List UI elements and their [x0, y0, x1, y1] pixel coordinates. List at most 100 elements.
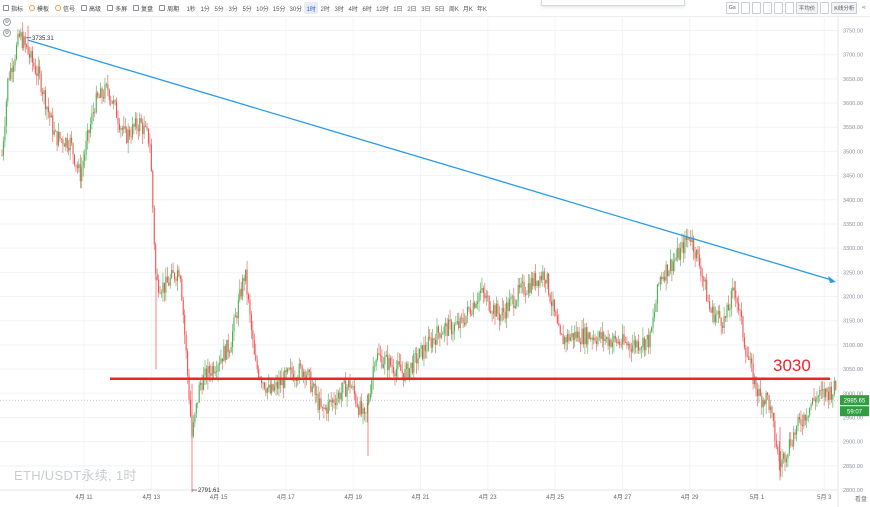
candle	[56, 130, 58, 151]
last-price-tag-bg	[840, 395, 869, 406]
candle	[623, 325, 625, 346]
interval-option[interactable]: 15分	[272, 6, 286, 13]
gear-icon[interactable]: ⚙	[3, 29, 11, 37]
interval-option[interactable]: 1日	[393, 6, 403, 13]
corner-label[interactable]: 看盘	[854, 497, 867, 503]
candle	[204, 360, 206, 386]
toolbar-button-label: 多屏	[115, 6, 128, 13]
interval-option[interactable]: 2日	[407, 6, 417, 13]
kline-analysis-button[interactable]: K线分析	[831, 2, 858, 14]
candle	[791, 439, 793, 448]
minus-icon[interactable]	[784, 2, 794, 14]
candle	[53, 121, 55, 138]
interval-option[interactable]: 30分	[289, 6, 303, 13]
candle	[263, 381, 265, 391]
share-icon[interactable]: ⋖	[861, 5, 866, 11]
candle	[546, 271, 548, 290]
candle	[584, 323, 586, 354]
interval-option[interactable]: 1分	[200, 6, 210, 13]
toolbar-button-period[interactable]: 周期	[156, 1, 182, 15]
candle	[192, 414, 194, 439]
interval-option[interactable]: 周K	[448, 6, 459, 13]
candle	[497, 299, 499, 320]
interval-option[interactable]: 6时	[362, 6, 372, 13]
indicator-icon	[3, 5, 9, 11]
candle	[137, 124, 139, 140]
interval-option[interactable]: 年K	[476, 6, 487, 13]
toolbar-button-multi-chart[interactable]: 多屏	[104, 1, 130, 15]
candle	[664, 270, 666, 284]
candle	[475, 300, 477, 309]
interval-option[interactable]: 3时	[334, 6, 344, 13]
camera-icon[interactable]	[762, 2, 772, 14]
candle	[713, 303, 715, 325]
toolbar-button-advanced[interactable]: 高级	[78, 1, 104, 15]
candle	[616, 337, 618, 347]
candle	[677, 237, 679, 262]
candle	[564, 335, 566, 350]
interval-option[interactable]: 3分	[228, 6, 238, 13]
interval-option[interactable]: 3日	[421, 6, 431, 13]
candle	[784, 451, 786, 472]
candle	[523, 274, 525, 298]
candle	[446, 318, 448, 346]
candle	[73, 153, 76, 167]
candle	[46, 105, 48, 120]
period-icon	[159, 5, 166, 11]
candle	[165, 267, 167, 301]
candle	[588, 331, 590, 340]
interval-option[interactable]: 2时	[320, 6, 330, 13]
interval-option[interactable]: 5分	[214, 6, 224, 13]
candle	[110, 95, 112, 107]
candle	[65, 137, 67, 151]
candle	[632, 334, 634, 354]
x-tick-label: 4月 13	[142, 494, 160, 501]
candle	[288, 367, 290, 371]
candle	[197, 402, 199, 409]
gs-button[interactable]: Gs	[725, 2, 739, 14]
interval-option[interactable]: 月K	[462, 6, 473, 13]
interval-option[interactable]: 4时	[348, 6, 358, 13]
x-tick-label: 4月 17	[277, 494, 295, 501]
settings-circle-icon[interactable]: ⚙	[3, 18, 11, 26]
toolbar-button-replay[interactable]: 复盘	[130, 1, 156, 15]
candle	[738, 295, 740, 315]
interval-option[interactable]: 12时	[376, 6, 389, 13]
candle	[417, 348, 419, 370]
candle	[127, 123, 129, 154]
candle	[555, 309, 557, 317]
interval-option[interactable]: 5日	[435, 6, 445, 13]
candle	[242, 274, 244, 301]
x-tick-label: 4月 11	[75, 494, 93, 501]
candle	[11, 57, 13, 83]
candle	[353, 378, 355, 400]
candle	[426, 342, 428, 359]
fullscreen-icon[interactable]	[773, 2, 783, 14]
candle	[622, 324, 624, 351]
interval-option[interactable]: 1秒	[186, 6, 196, 13]
interval-option[interactable]: 1时	[304, 2, 319, 14]
toolbar-button-indicator[interactable]: 指标	[0, 1, 26, 15]
interval-option[interactable]: 5分	[242, 6, 252, 13]
candle	[194, 412, 196, 428]
candle	[63, 142, 65, 147]
candle	[607, 330, 609, 350]
candle	[285, 367, 287, 380]
candle	[736, 296, 738, 313]
candle	[31, 46, 33, 72]
candle	[778, 441, 780, 471]
candle	[234, 307, 236, 318]
toolbar-button-signal[interactable]: 信号	[52, 1, 78, 15]
average-price-selector[interactable]: 平均价	[795, 2, 819, 14]
candle	[826, 386, 828, 402]
expand-icon[interactable]	[820, 2, 830, 14]
candle	[813, 387, 815, 402]
grid-icon[interactable]	[740, 2, 750, 14]
candle	[833, 376, 835, 397]
layout-icon[interactable]	[751, 2, 761, 14]
interval-option[interactable]: 10分	[256, 6, 269, 13]
toolbar-button-template[interactable]: 模板	[26, 1, 52, 15]
candle	[118, 118, 120, 133]
candle	[321, 406, 323, 412]
